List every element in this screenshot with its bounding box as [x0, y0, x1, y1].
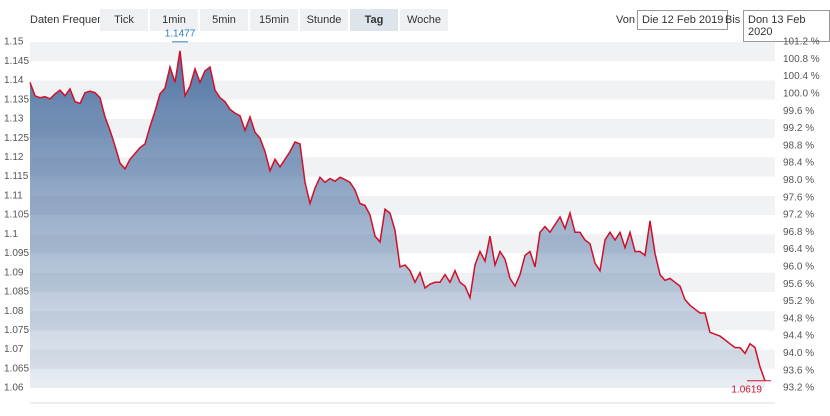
frequency-button[interactable]: Woche — [400, 9, 448, 31]
y2-tick-label: 94.8 % — [783, 313, 814, 324]
frequency-button[interactable]: 5min — [200, 9, 248, 31]
y2-tick-label: 98.0 % — [783, 175, 814, 186]
y-tick-label: 1.125 — [4, 133, 29, 144]
y2-tick-label: 96.4 % — [783, 244, 814, 255]
y-tick-label: 1.07 — [4, 344, 24, 355]
grid-band — [30, 61, 775, 81]
line — [29, 50, 766, 381]
y2-tick-label: 100.4 % — [783, 71, 820, 82]
grid-band — [30, 42, 775, 62]
frequency-button[interactable]: Tick — [100, 9, 148, 31]
y2-tick-label: 99.2 % — [783, 123, 814, 134]
area — [30, 50, 765, 389]
y-tick-label: 1.09 — [4, 267, 24, 278]
y2-tick-label: 95.6 % — [783, 279, 814, 290]
y2-tick-label: 96.8 % — [783, 227, 814, 238]
frequency-button[interactable]: Stunde — [300, 9, 348, 31]
y-tick-label: 1.11 — [4, 190, 23, 201]
y-tick-label: 1.065 — [4, 363, 29, 374]
y2-tick-label: 100.8 % — [783, 54, 820, 65]
grid-band — [30, 99, 775, 119]
y2-tick-label: 97.2 % — [783, 210, 814, 221]
y-tick-label: 1.075 — [4, 325, 29, 336]
y2-tick-label: 97.6 % — [783, 192, 814, 203]
grid-band — [30, 118, 775, 139]
frequency-label: Daten Frequenz — [30, 14, 109, 26]
y-tick-label: 1.15 — [4, 37, 24, 48]
y2-tick-label: 94.4 % — [783, 331, 814, 342]
grid-band — [30, 80, 775, 100]
annotation: 1.1477 — [165, 28, 196, 39]
to-date[interactable]: Don 13 Feb 2020 — [743, 10, 830, 42]
y-tick-label: 1.1 — [4, 229, 18, 240]
frequency-button[interactable]: 15min — [250, 9, 298, 31]
y-tick-label: 1.115 — [4, 171, 29, 182]
from-label: Von — [616, 14, 635, 26]
y-tick-label: 1.135 — [4, 94, 29, 105]
y-tick-label: 1.105 — [4, 210, 29, 221]
y2-tick-label: 98.4 % — [783, 158, 814, 169]
y2-tick-label: 101.2 % — [783, 37, 820, 48]
y2-tick-label: 98.8 % — [783, 140, 814, 151]
to-label: Bis — [725, 14, 741, 26]
frequency-button[interactable]: Tag — [350, 9, 398, 31]
y-tick-label: 1.13 — [4, 114, 24, 125]
frequency-button[interactable]: 1min — [150, 9, 198, 31]
y-tick-label: 1.06 — [4, 383, 24, 394]
y2-tick-label: 95.2 % — [783, 296, 814, 307]
y-tick-label: 1.14 — [4, 75, 24, 86]
y2-tick-label: 96.0 % — [783, 262, 814, 273]
y-tick-label: 1.145 — [4, 56, 29, 67]
from-date[interactable]: Die 12 Feb 2019 — [637, 10, 729, 30]
y2-tick-label: 100.0 % — [783, 89, 820, 100]
y-tick-label: 1.085 — [4, 287, 29, 298]
y-tick-label: 1.12 — [4, 152, 24, 163]
y2-tick-label: 99.6 % — [783, 106, 814, 117]
toolbar: Daten Frequenz Tick 1min 5min 15min Stunde Ta… — [0, 9, 830, 42]
y2-tick-label: 93.6 % — [783, 365, 814, 376]
y2-tick-label: 93.2 % — [783, 383, 814, 394]
y-tick-label: 1.095 — [4, 248, 29, 259]
y2-tick-label: 94.0 % — [783, 348, 814, 359]
frequency-buttons: Tick 1min 5min 15min Stunde Tag Woche — [100, 9, 448, 31]
y-tick-label: 1.08 — [4, 306, 24, 317]
annotation: 1.0619 — [731, 384, 762, 395]
